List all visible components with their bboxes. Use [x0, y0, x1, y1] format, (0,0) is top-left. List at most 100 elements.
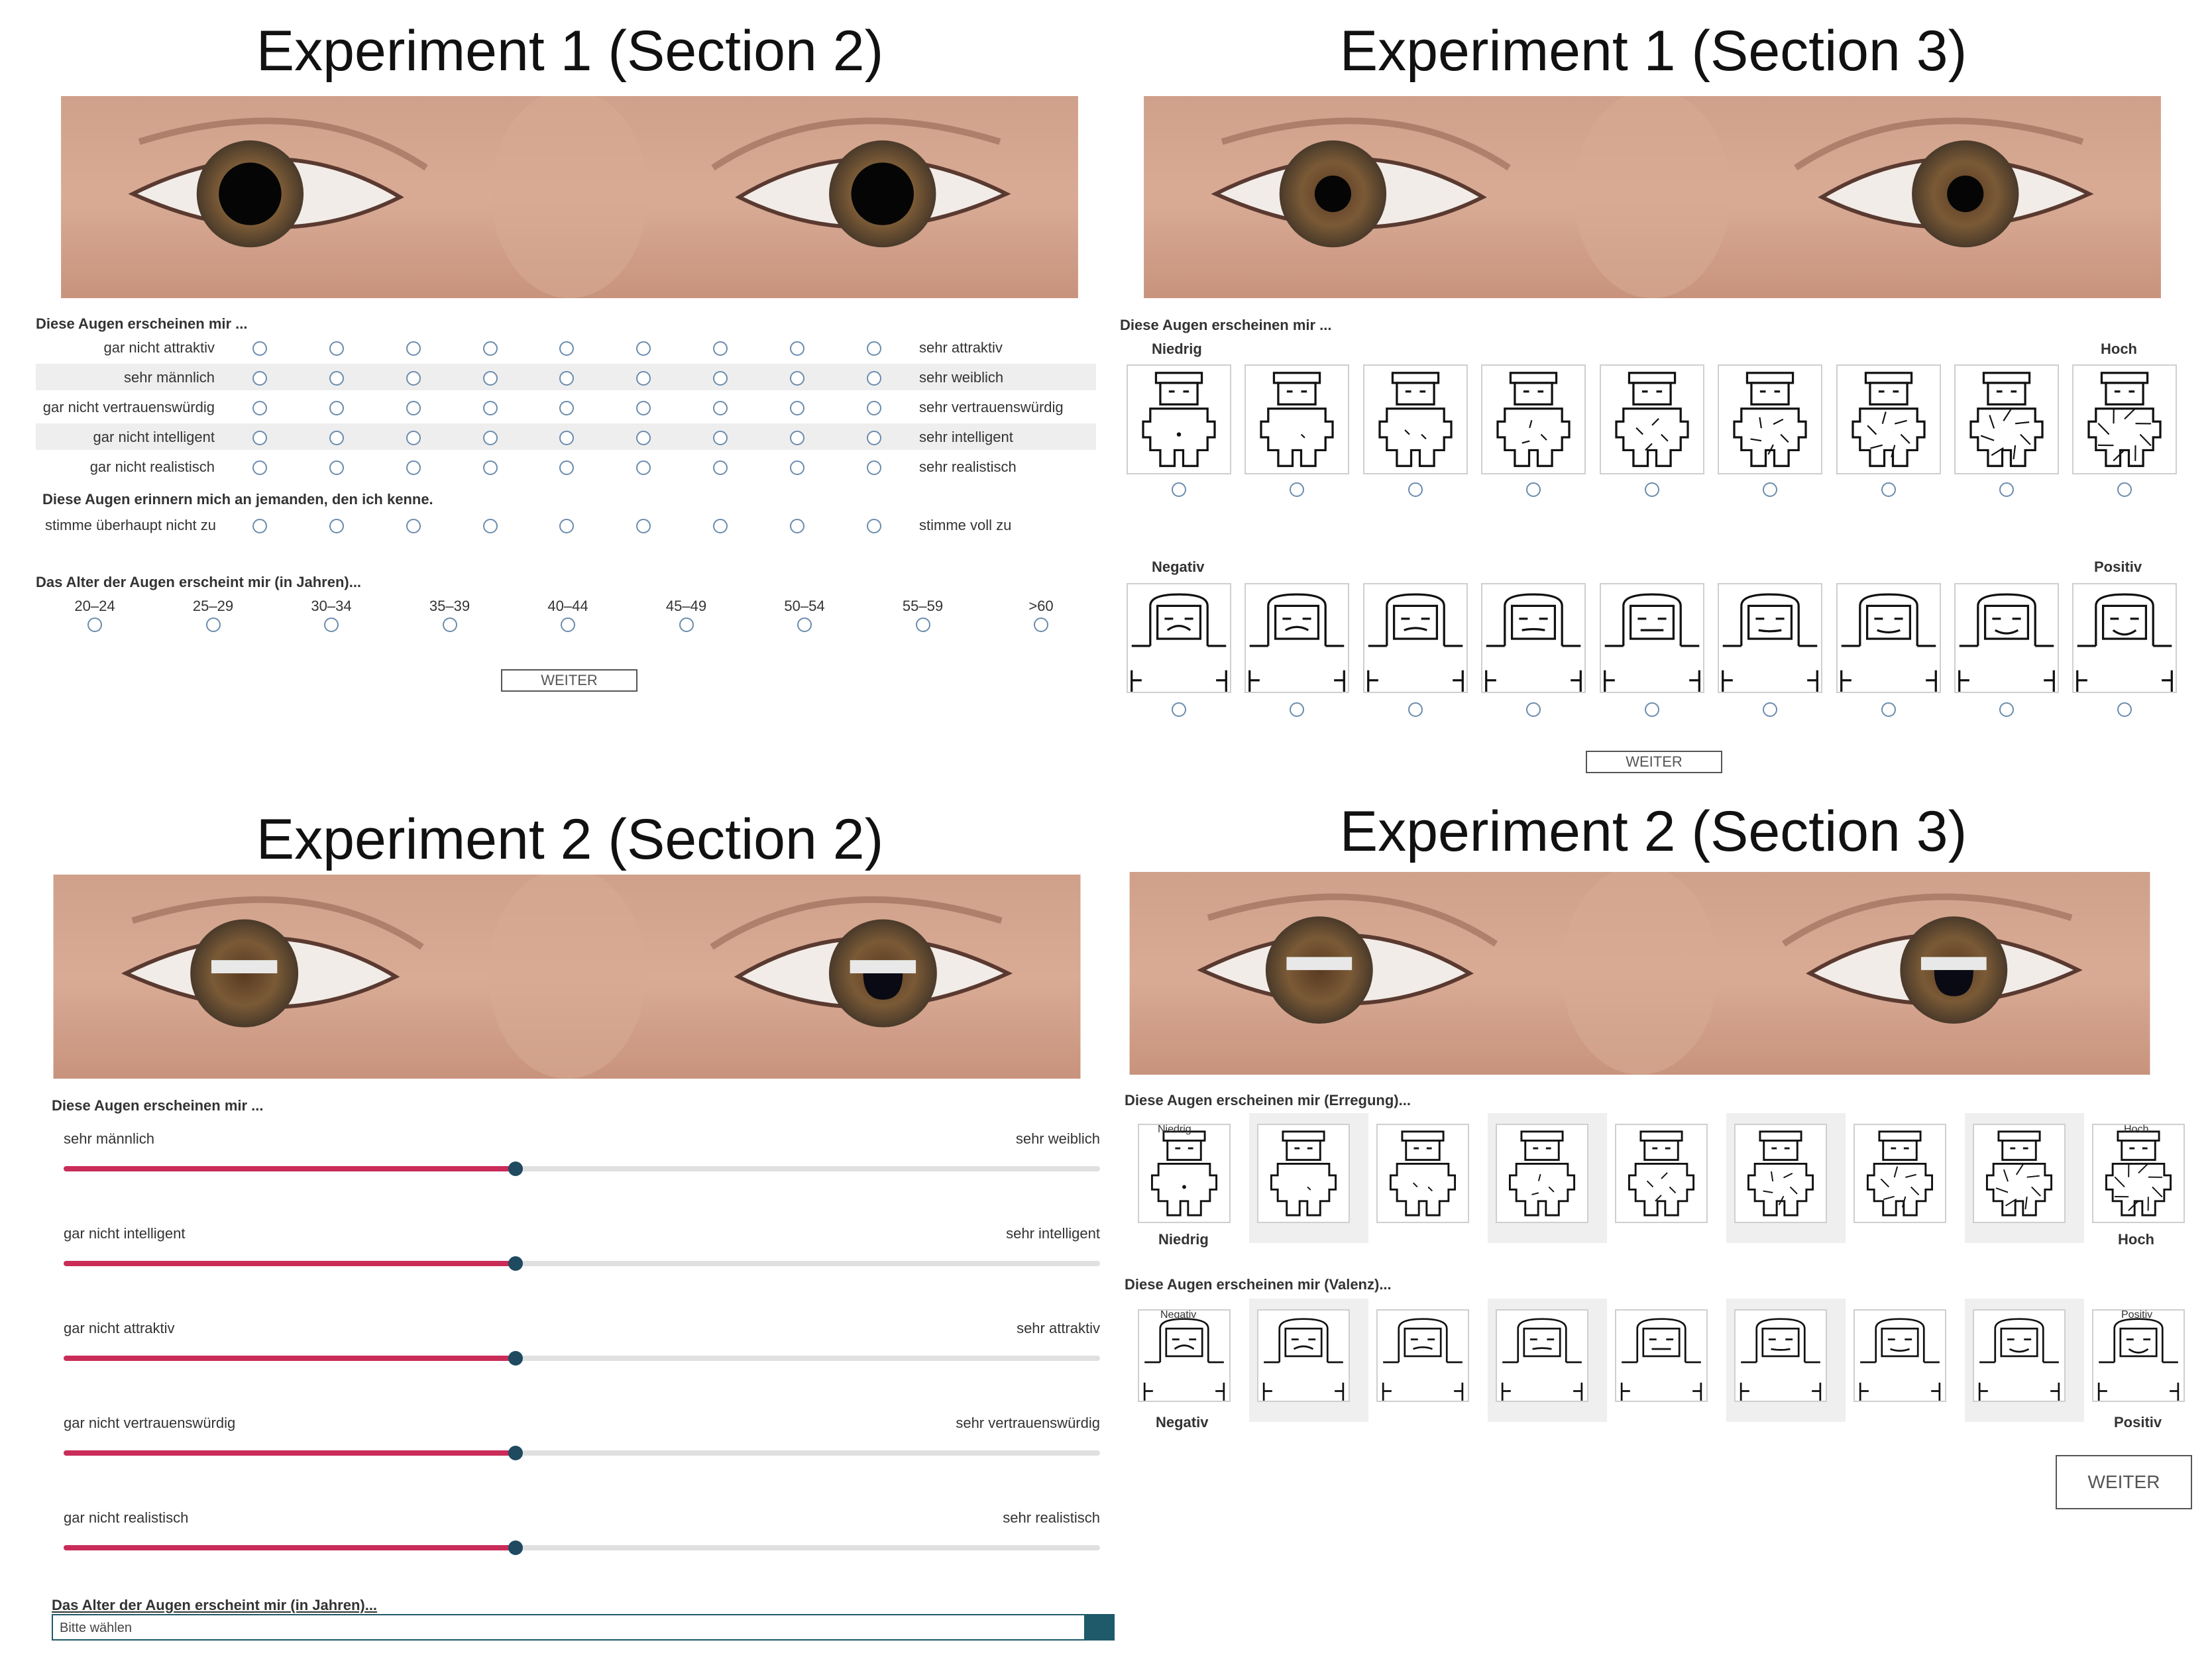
e1s2-radio[interactable] — [790, 460, 804, 475]
sam-arousal-figure[interactable] — [2092, 1124, 2185, 1223]
e1s2-radio[interactable] — [329, 341, 344, 356]
e1s2-radio[interactable] — [406, 371, 421, 386]
e1s2-radio[interactable] — [559, 460, 574, 475]
sam-valence-figure[interactable] — [1718, 583, 1822, 693]
sam-valence-figure[interactable] — [1954, 583, 2059, 693]
sam-arousal-figure[interactable] — [1496, 1124, 1588, 1223]
e1s2-radio[interactable] — [790, 431, 804, 445]
e2s2-slider-thumb[interactable] — [508, 1351, 523, 1366]
e1s2-radio[interactable] — [636, 371, 651, 386]
e1s2-radio[interactable] — [329, 431, 344, 445]
e1s2-memory-radio[interactable] — [713, 519, 728, 533]
sam-valence-figure[interactable] — [1615, 1309, 1708, 1402]
sam-arousal-figure[interactable] — [1718, 364, 1822, 474]
e1s3-arousal-radio[interactable] — [1763, 482, 1777, 497]
e2s2-slider-track[interactable] — [64, 1356, 1100, 1361]
e1s3-arousal-radio[interactable] — [2117, 482, 2132, 497]
sam-arousal-figure[interactable] — [1244, 364, 1349, 474]
sam-valence-figure[interactable] — [1127, 583, 1231, 693]
sam-valence-figure[interactable] — [2092, 1309, 2185, 1402]
e1s2-radio[interactable] — [559, 371, 574, 386]
e1s2-radio[interactable] — [483, 460, 498, 475]
e1s2-age-radio[interactable] — [87, 618, 102, 632]
e1s3-valence-radio[interactable] — [1645, 702, 1659, 717]
e1s2-radio[interactable] — [636, 341, 651, 356]
e2s2-slider-track[interactable] — [64, 1545, 1100, 1550]
e1s2-radio[interactable] — [867, 371, 881, 386]
e2s2-slider-thumb[interactable] — [508, 1540, 523, 1555]
sam-arousal-figure[interactable] — [1836, 364, 1941, 474]
e1s2-memory-radio[interactable] — [483, 519, 498, 533]
e1s2-age-radio[interactable] — [1034, 618, 1048, 632]
e1s2-memory-radio[interactable] — [636, 519, 651, 533]
e1s2-radio[interactable] — [252, 431, 267, 445]
e1s2-radio[interactable] — [867, 431, 881, 445]
e1s2-radio[interactable] — [252, 401, 267, 415]
sam-valence-figure[interactable] — [1853, 1309, 1946, 1402]
sam-arousal-figure[interactable] — [1376, 1124, 1469, 1223]
sam-arousal-figure[interactable] — [1127, 364, 1231, 474]
e1s2-age-radio[interactable] — [679, 618, 694, 632]
e1s2-radio[interactable] — [252, 341, 267, 356]
e1s2-radio[interactable] — [406, 401, 421, 415]
e1s3-arousal-radio[interactable] — [1526, 482, 1541, 497]
sam-arousal-figure[interactable] — [1853, 1124, 1946, 1223]
sam-arousal-figure[interactable] — [2072, 364, 2177, 474]
e2s3-weiter-button[interactable]: WEITER — [2056, 1455, 2192, 1509]
e2s2-slider-track[interactable] — [64, 1450, 1100, 1456]
e1s2-radio[interactable] — [790, 401, 804, 415]
sam-valence-figure[interactable] — [1481, 583, 1586, 693]
e1s2-radio[interactable] — [406, 431, 421, 445]
sam-valence-figure[interactable] — [1244, 583, 1349, 693]
e1s2-radio[interactable] — [406, 341, 421, 356]
e1s2-radio[interactable] — [329, 401, 344, 415]
sam-arousal-figure[interactable] — [1481, 364, 1586, 474]
sam-valence-figure[interactable] — [1600, 583, 1704, 693]
e1s2-radio[interactable] — [713, 371, 728, 386]
e1s3-arousal-radio[interactable] — [1172, 482, 1186, 497]
e1s2-radio[interactable] — [713, 341, 728, 356]
e1s2-radio[interactable] — [636, 460, 651, 475]
e1s2-radio[interactable] — [790, 341, 804, 356]
sam-arousal-figure[interactable] — [1615, 1124, 1708, 1223]
e1s2-age-radio[interactable] — [797, 618, 812, 632]
e1s3-valence-radio[interactable] — [1526, 702, 1541, 717]
sam-valence-figure[interactable] — [1734, 1309, 1827, 1402]
e1s2-radio[interactable] — [790, 371, 804, 386]
e1s2-memory-radio[interactable] — [790, 519, 804, 533]
e1s3-arousal-radio[interactable] — [1881, 482, 1896, 497]
e2s2-slider-thumb[interactable] — [508, 1446, 523, 1460]
e1s2-memory-radio[interactable] — [329, 519, 344, 533]
e1s3-arousal-radio[interactable] — [1408, 482, 1423, 497]
e1s2-radio[interactable] — [867, 401, 881, 415]
e2s2-age-select[interactable]: Bitte wählen — [52, 1614, 1115, 1641]
sam-valence-figure[interactable] — [2072, 583, 2177, 693]
sam-arousal-figure[interactable] — [1973, 1124, 2066, 1223]
e1s2-radio[interactable] — [483, 431, 498, 445]
sam-arousal-figure[interactable] — [1954, 364, 2059, 474]
e1s2-radio[interactable] — [483, 371, 498, 386]
e1s2-radio[interactable] — [559, 341, 574, 356]
e1s3-valence-radio[interactable] — [1999, 702, 2014, 717]
sam-valence-figure[interactable] — [1836, 583, 1941, 693]
e1s2-radio[interactable] — [483, 341, 498, 356]
sam-valence-figure[interactable] — [1376, 1309, 1469, 1402]
sam-arousal-figure[interactable] — [1734, 1124, 1827, 1223]
sam-valence-figure[interactable] — [1257, 1309, 1350, 1402]
sam-valence-figure[interactable] — [1496, 1309, 1588, 1402]
e1s2-radio[interactable] — [329, 371, 344, 386]
e1s2-age-radio[interactable] — [561, 618, 575, 632]
e2s2-slider-thumb[interactable] — [508, 1161, 523, 1176]
sam-valence-figure[interactable] — [1973, 1309, 2066, 1402]
e1s2-memory-radio[interactable] — [406, 519, 421, 533]
e1s2-radio[interactable] — [252, 371, 267, 386]
e1s2-radio[interactable] — [636, 431, 651, 445]
e1s2-radio[interactable] — [406, 460, 421, 475]
sam-arousal-figure[interactable] — [1138, 1124, 1231, 1223]
e1s3-valence-radio[interactable] — [1763, 702, 1777, 717]
sam-arousal-figure[interactable] — [1600, 364, 1704, 474]
e1s2-radio[interactable] — [559, 431, 574, 445]
e1s3-valence-radio[interactable] — [1172, 702, 1186, 717]
e1s2-radio[interactable] — [867, 341, 881, 356]
e1s3-weiter-button[interactable]: WEITER — [1586, 751, 1722, 773]
